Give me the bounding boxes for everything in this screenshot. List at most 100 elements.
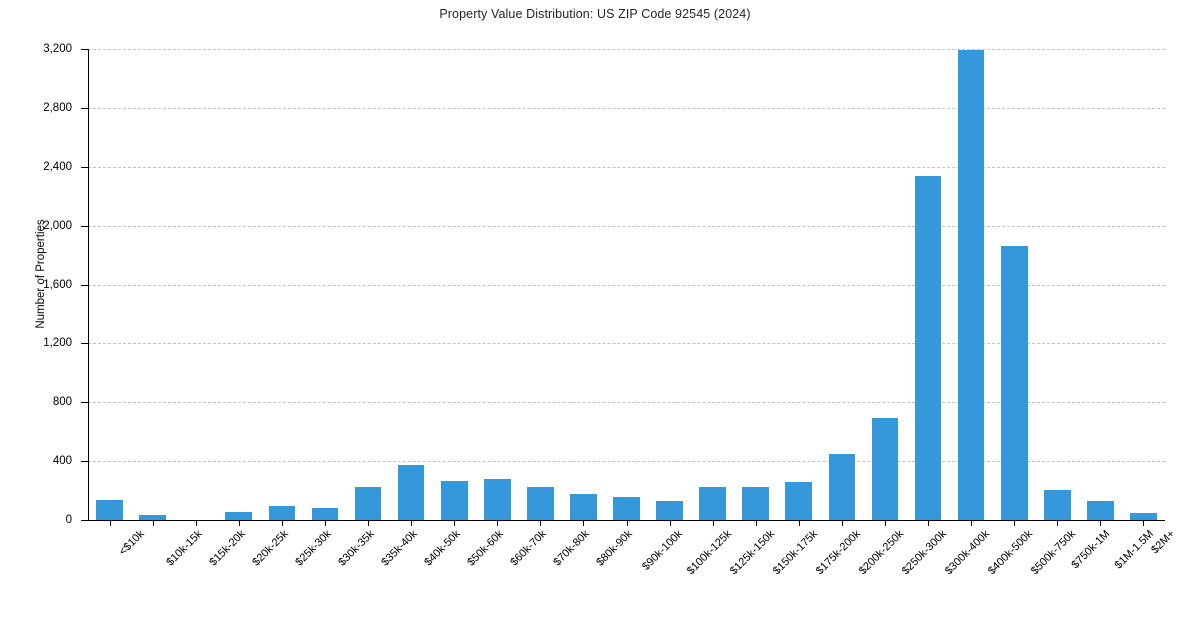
bar[interactable]: [742, 487, 770, 520]
bar[interactable]: [354, 487, 382, 520]
x-tick-label: $500k-750k: [1029, 528, 1079, 578]
y-tick-mark: [81, 343, 88, 345]
bar[interactable]: [225, 512, 253, 520]
bar[interactable]: [1130, 513, 1157, 520]
bar[interactable]: [957, 50, 985, 520]
x-tick-label: $40k-50k: [422, 528, 463, 569]
x-tick-mark: [884, 520, 886, 526]
x-tick-mark: [928, 520, 930, 526]
y-axis-label: Number of Properties: [35, 219, 47, 329]
bar[interactable]: [699, 486, 726, 520]
plot-area: [88, 49, 1165, 520]
x-tick-mark: [281, 520, 283, 526]
x-tick-label: $300k-400k: [942, 528, 993, 578]
y-tick-label: 400: [52, 455, 72, 468]
x-tick-label: $25k-30k: [293, 528, 334, 569]
x-tick-mark: [152, 520, 154, 526]
x-tick-label: $400k-500k: [985, 528, 1036, 578]
gridline: [88, 225, 1165, 227]
x-tick-mark: [109, 520, 111, 526]
x-tick-mark: [712, 520, 714, 526]
bar[interactable]: [1087, 501, 1114, 520]
y-tick-mark: [81, 166, 88, 168]
x-tick-label: $30k-35k: [336, 528, 377, 569]
x-tick-mark: [1057, 520, 1059, 526]
x-tick-mark: [971, 520, 973, 526]
bar[interactable]: [914, 175, 942, 520]
bar[interactable]: [1000, 246, 1028, 520]
x-tick-label: $90k-100k: [639, 528, 685, 573]
y-tick-label: 1,600: [43, 278, 72, 291]
x-tick-label: $250k-300k: [899, 528, 949, 578]
x-tick-label: $60k-70k: [508, 528, 550, 569]
x-tick-label: $150k-175k: [770, 528, 820, 578]
x-tick-mark: [238, 520, 240, 526]
bar[interactable]: [526, 487, 554, 520]
x-tick-mark: [1100, 520, 1102, 526]
y-axis-line: [88, 49, 89, 520]
bar[interactable]: [397, 465, 425, 520]
y-tick-label: 2,400: [43, 160, 72, 173]
bar[interactable]: [656, 500, 683, 520]
y-tick-mark: [81, 225, 88, 227]
y-tick-mark: [81, 284, 88, 286]
chart-figure: Property Value Distribution: US ZIP Code…: [35, 7, 1178, 578]
x-tick-mark: [669, 520, 671, 526]
bar[interactable]: [1043, 490, 1071, 520]
gridline: [88, 107, 1165, 109]
x-tick-mark: [411, 520, 413, 526]
y-tick-label: 1,200: [43, 337, 72, 350]
x-tick-label: $15k-20k: [206, 528, 248, 569]
x-tick-label: $100k-125k: [684, 528, 734, 578]
x-tick-mark: [798, 520, 800, 526]
x-tick-mark: [195, 520, 197, 526]
y-tick-label: 2,000: [43, 219, 72, 232]
x-tick-mark: [626, 520, 628, 526]
chart-title: Property Value Distribution: US ZIP Code…: [439, 7, 751, 21]
y-tick-mark: [81, 520, 88, 521]
x-tick-mark: [1014, 520, 1016, 526]
bar[interactable]: [785, 481, 813, 520]
x-tick-label: $175k-200k: [813, 528, 863, 578]
y-tick-mark: [81, 107, 88, 109]
bar[interactable]: [268, 506, 296, 520]
x-tick-mark: [497, 520, 499, 526]
bar[interactable]: [613, 497, 640, 520]
x-tick-mark: [841, 520, 843, 526]
bar[interactable]: [483, 479, 511, 520]
x-tick-label: $125k-150k: [727, 528, 777, 578]
gridline: [88, 166, 1165, 168]
y-tick-mark: [81, 461, 88, 463]
x-tick-mark: [454, 520, 456, 526]
gridline: [88, 461, 1165, 463]
x-tick-label: $70k-80k: [551, 528, 593, 569]
y-tick-label: 800: [52, 396, 72, 409]
x-tick-label: $10k-15k: [163, 528, 205, 569]
x-tick-mark: [583, 520, 585, 526]
x-tick-label: $35k-40k: [379, 528, 420, 569]
bar[interactable]: [96, 499, 123, 520]
x-tick-label: $1M-1.5M: [1112, 528, 1157, 572]
x-tick-label: <$10k: [116, 528, 147, 558]
y-tick-label: 2,800: [43, 101, 72, 114]
x-tick-mark: [755, 520, 757, 526]
bar[interactable]: [139, 514, 166, 520]
bar[interactable]: [311, 508, 339, 520]
x-tick-mark: [1143, 520, 1145, 526]
x-tick-mark: [540, 520, 542, 526]
bar[interactable]: [871, 418, 899, 520]
x-tick-label: $20k-25k: [250, 528, 291, 569]
bar[interactable]: [828, 453, 856, 520]
bar[interactable]: [440, 481, 468, 520]
y-tick-mark: [81, 49, 88, 50]
y-tick-label: 0: [65, 514, 72, 526]
gridline: [88, 402, 1165, 404]
x-tick-label: $2M+: [1149, 528, 1178, 557]
x-tick-label: $80k-90k: [594, 528, 636, 569]
y-tick-label: 3,200: [43, 43, 72, 55]
x-tick-mark: [324, 520, 326, 526]
gridline: [88, 343, 1165, 345]
y-tick-mark: [81, 402, 88, 404]
bar[interactable]: [570, 493, 597, 520]
x-tick-label: $200k-250k: [856, 528, 906, 578]
